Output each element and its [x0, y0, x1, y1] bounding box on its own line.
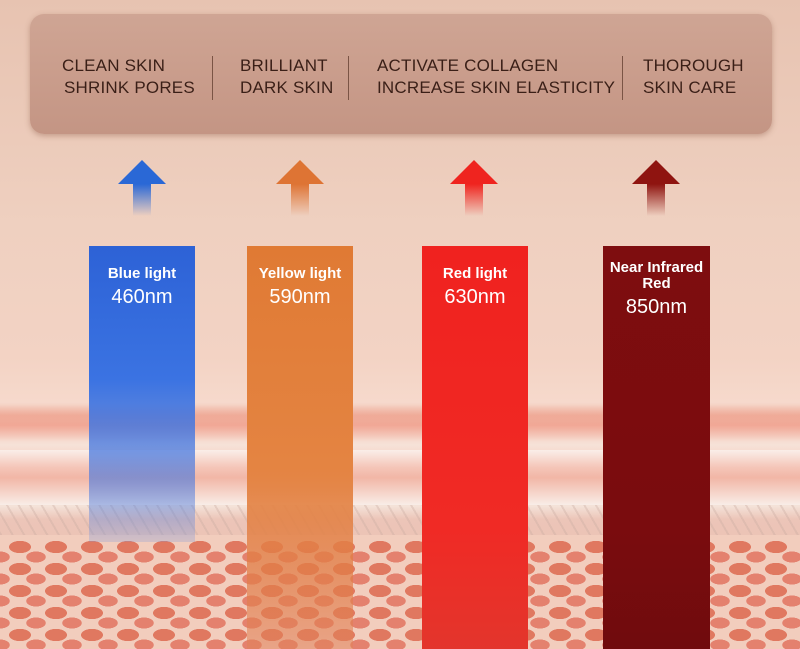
- benefit-line1: CLEAN SKIN: [62, 56, 166, 75]
- arrow-up-icon: [450, 160, 498, 216]
- benefit-clean-skin: CLEAN SKIN SHRINK PORES: [62, 55, 195, 99]
- light-name: Blue light: [107, 265, 177, 282]
- light-bar-blue: Blue light 460nm: [89, 246, 195, 542]
- arrow-up-icon: [632, 160, 680, 216]
- light-name: Yellow light: [258, 265, 342, 282]
- light-bar-red: Red light 630nm: [422, 246, 528, 649]
- light-wavelength: 630nm: [444, 286, 506, 308]
- benefits-panel: [30, 14, 772, 134]
- light-wavelength: 590nm: [269, 286, 331, 308]
- light-bar-yellow: Yellow light 590nm: [247, 246, 353, 649]
- benefit-divider: [622, 56, 623, 100]
- arrow-up-icon: [276, 160, 324, 216]
- benefit-line2: INCREASE SKIN ELASTICITY: [377, 78, 616, 97]
- benefit-line2: DARK SKIN: [240, 78, 334, 97]
- benefit-thorough: THOROUGH SKIN CARE: [643, 55, 744, 99]
- light-bar-near-infrared: Near Infrared Red 850nm: [603, 246, 710, 649]
- arrow-up-icon: [118, 160, 166, 216]
- light-name: Red light: [442, 265, 508, 282]
- benefit-divider: [348, 56, 349, 100]
- benefit-divider: [212, 56, 213, 100]
- benefit-line1: BRILLIANT: [240, 56, 328, 75]
- light-wavelength: 850nm: [625, 296, 688, 318]
- light-name-line1: Near Infrared: [609, 259, 704, 276]
- benefit-collagen: ACTIVATE COLLAGEN INCREASE SKIN ELASTICI…: [377, 55, 615, 99]
- benefit-line1: THOROUGH: [643, 56, 744, 75]
- benefit-line2: SHRINK PORES: [64, 78, 195, 97]
- benefit-brilliant: BRILLIANT DARK SKIN: [240, 55, 333, 99]
- benefit-line1: ACTIVATE COLLAGEN: [377, 56, 559, 75]
- light-name-line2: Red: [642, 275, 671, 292]
- light-wavelength: 460nm: [111, 286, 173, 308]
- benefit-line2: SKIN CARE: [643, 78, 737, 97]
